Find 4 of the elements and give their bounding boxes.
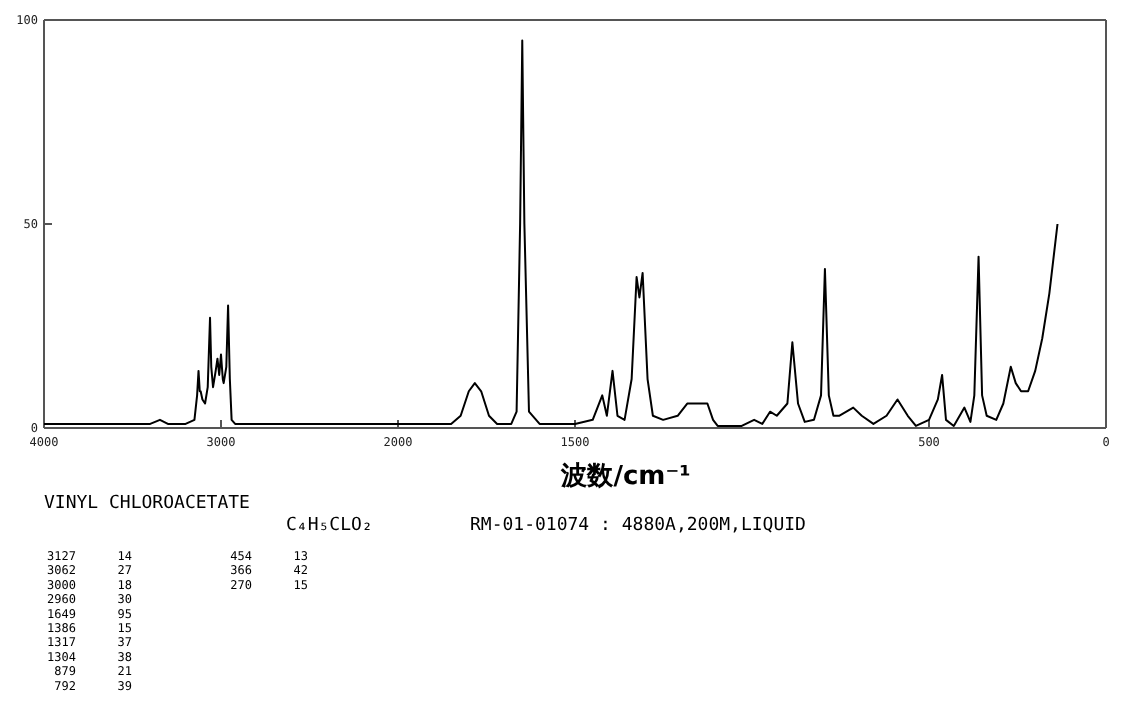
text: RM-01-01074 : 4880A,200M,LIQUID — [470, 516, 806, 536]
text: VINYL CHLOROACETATE — [44, 494, 250, 514]
text: C₄H₅CLO₂ — [286, 516, 373, 536]
x-axis-title: 波数/cm⁻¹ — [559, 462, 691, 492]
